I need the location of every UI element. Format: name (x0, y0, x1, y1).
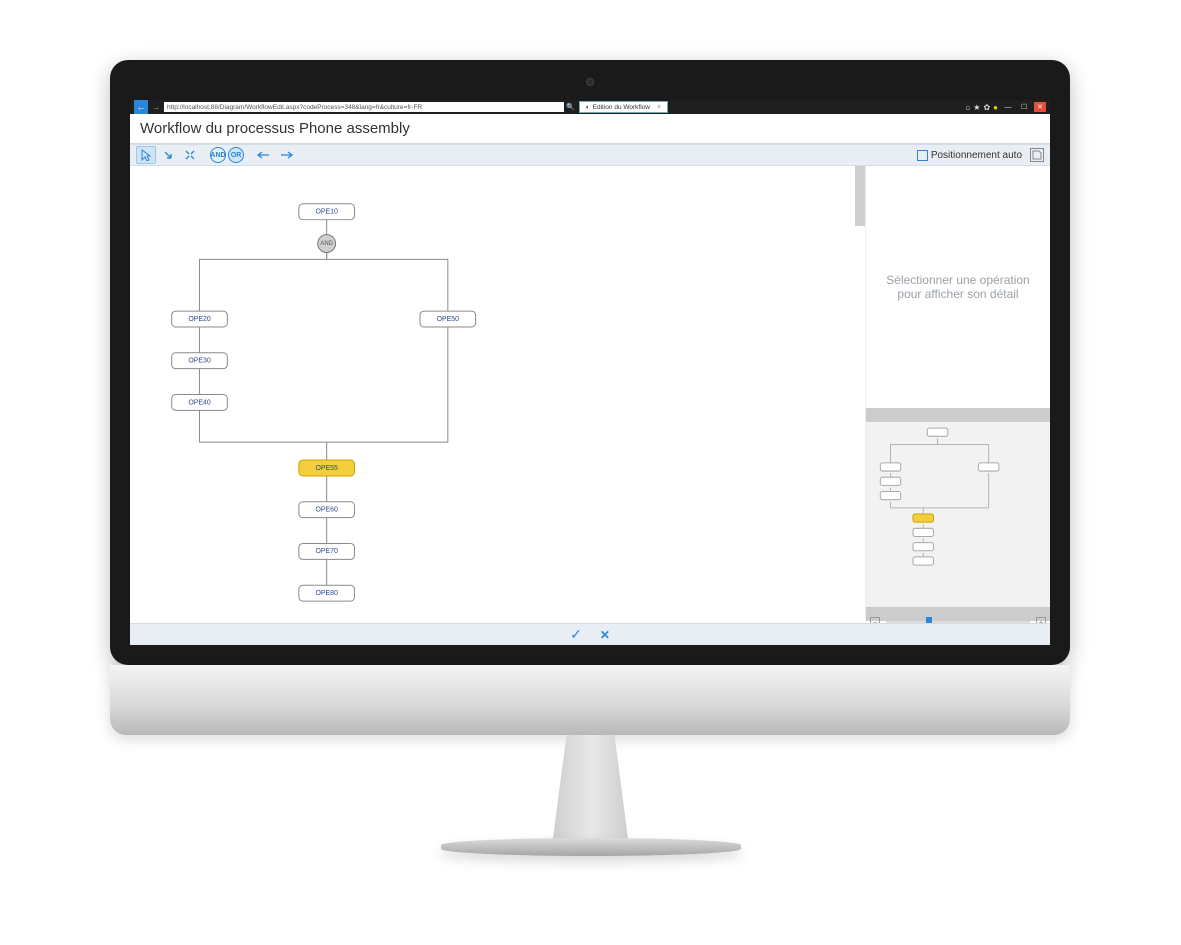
checkbox-icon[interactable] (917, 150, 928, 161)
tab-title: Edition du Workflow (593, 104, 650, 111)
flow-node-n80[interactable] (299, 585, 355, 601)
back-button[interactable]: ← (134, 100, 148, 114)
and-gateway-button[interactable]: AND (210, 147, 226, 163)
flow-node-n20[interactable] (172, 311, 228, 327)
workspace: ANDOPE10OPE20OPE30OPE40OPE50OPE55OPE60OP… (130, 166, 1050, 623)
tool-arrow-diag[interactable] (158, 146, 178, 164)
monitor-bezel: ← → http://localhost:88/Diagram/Workflow… (110, 60, 1070, 665)
window-maximize-button[interactable]: ☐ (1018, 102, 1030, 112)
app-root: Workflow du processus Phone assembly AND… (130, 114, 1050, 645)
svg-text:AND: AND (320, 241, 333, 247)
tools-icon[interactable]: ✿ (983, 103, 990, 112)
detail-placeholder: Sélectionner une opération pour afficher… (874, 273, 1042, 301)
flow-node-n30[interactable] (172, 353, 228, 369)
confirm-button[interactable]: ✓ (570, 626, 582, 643)
page-title: Workflow du processus Phone assembly (130, 114, 1050, 144)
window-minimize-button[interactable]: — (1002, 102, 1014, 112)
url-text: http://localhost:88/Diagram/WorkflowEdit… (167, 104, 422, 111)
right-column: Sélectionner une opération pour afficher… (865, 166, 1050, 623)
monitor-stand-neck (531, 735, 651, 845)
camera-dot (586, 78, 594, 86)
zoom-thumb[interactable] (926, 617, 932, 623)
browser-right-icons: ⌂ ★ ✿ ● (965, 103, 998, 112)
footer-bar: ✓ ✕ (130, 623, 1050, 645)
forward-button[interactable]: → (152, 103, 160, 112)
export-pdf-button[interactable] (1030, 148, 1044, 162)
flowchart-svg: ANDOPE10OPE20OPE30OPE40OPE50OPE55OPE60OP… (130, 166, 865, 623)
auto-layout-toggle[interactable]: Positionnement auto (917, 150, 1022, 161)
notification-dot-icon[interactable]: ● (993, 103, 998, 112)
minimap[interactable] (866, 422, 1050, 607)
browser-tab[interactable]: ◐ Edition du Workflow × (579, 101, 668, 113)
toolbar: AND OR Positionnement auto (130, 144, 1050, 166)
detail-panel: Sélectionner une opération pour afficher… (866, 166, 1050, 422)
address-bar[interactable]: http://localhost:88/Diagram/WorkflowEdit… (164, 102, 564, 112)
flow-node-n60[interactable] (299, 502, 355, 518)
search-icon[interactable]: 🔍 (566, 103, 575, 111)
flowchart-canvas[interactable]: ANDOPE10OPE20OPE30OPE40OPE50OPE55OPE60OP… (130, 166, 865, 623)
tool-pointer[interactable] (136, 146, 156, 164)
window-close-button[interactable]: ✕ (1034, 102, 1046, 112)
browser-chrome: ← → http://localhost:88/Diagram/Workflow… (130, 100, 1050, 114)
favorites-icon[interactable]: ★ (973, 103, 980, 112)
undo-button[interactable] (254, 146, 274, 164)
monitor-stand-base (441, 838, 741, 856)
monitor-chin (110, 665, 1070, 735)
zoom-slider[interactable] (886, 621, 1030, 623)
home-icon[interactable]: ⌂ (965, 103, 970, 112)
flow-node-n70[interactable] (299, 543, 355, 559)
auto-layout-label: Positionnement auto (931, 150, 1022, 161)
flow-node-n55[interactable] (299, 460, 355, 476)
minimap-svg (866, 422, 1050, 586)
cancel-button[interactable]: ✕ (600, 628, 610, 642)
tab-close-icon[interactable]: × (657, 104, 661, 111)
or-gateway-button[interactable]: OR (228, 147, 244, 163)
zoom-bar: − + (866, 607, 1050, 623)
redo-button[interactable] (276, 146, 296, 164)
tab-favicon: ◐ (586, 104, 590, 111)
tool-fit-icon[interactable] (180, 146, 200, 164)
flow-node-n50[interactable] (420, 311, 476, 327)
flow-node-n40[interactable] (172, 395, 228, 411)
flow-node-n10[interactable] (299, 204, 355, 220)
screen: ← → http://localhost:88/Diagram/Workflow… (130, 100, 1050, 645)
